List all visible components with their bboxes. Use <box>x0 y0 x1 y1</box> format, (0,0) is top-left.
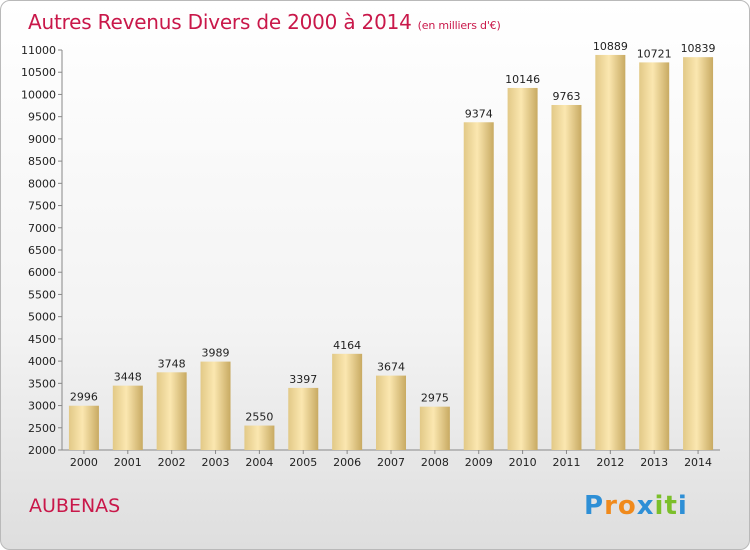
bar-value-label: 10146 <box>505 73 540 86</box>
x-tick-label: 2000 <box>70 456 98 469</box>
x-tick-label: 2002 <box>158 456 186 469</box>
x-tick-label: 2008 <box>421 456 449 469</box>
logo-letter: x <box>636 491 655 521</box>
bar-value-label: 2996 <box>70 391 98 404</box>
y-tick-label: 8500 <box>28 155 56 168</box>
bar-value-label: 2550 <box>245 411 273 424</box>
x-tick-label: 2010 <box>509 456 537 469</box>
y-tick-label: 6000 <box>28 266 56 279</box>
bar <box>156 372 187 450</box>
bar <box>244 425 275 450</box>
y-tick-label: 3500 <box>28 377 56 390</box>
y-tick-label: 5000 <box>28 311 56 324</box>
city-label: AUBENAS <box>29 495 121 517</box>
chart-subtitle: (en milliers d'€) <box>417 19 501 32</box>
bar <box>68 405 99 450</box>
x-tick-label: 2005 <box>289 456 317 469</box>
bar <box>376 375 406 450</box>
bar <box>200 361 231 450</box>
x-tick-label: 2007 <box>377 456 405 469</box>
logo-letter: r <box>604 491 618 521</box>
bar <box>595 54 626 450</box>
bar <box>112 385 143 450</box>
x-tick-label: 2012 <box>596 456 624 469</box>
y-tick-label: 4500 <box>28 333 56 346</box>
y-tick-label: 9500 <box>28 111 56 124</box>
bar <box>463 122 494 451</box>
y-tick-label: 11000 <box>21 44 56 57</box>
x-tick-label: 2004 <box>245 456 273 469</box>
bars: 2996 3448 3748 3989 2550 3397 4164 3674 2975 9374… <box>68 40 716 451</box>
y-tick-label: 2500 <box>28 422 56 435</box>
y-tick-label: 7500 <box>28 200 56 213</box>
y-tick-label: 7000 <box>28 222 56 235</box>
bar <box>683 57 714 451</box>
bar-value-label: 3397 <box>289 373 317 386</box>
logo-letter: P <box>584 491 605 521</box>
logo-letter: o <box>617 491 637 521</box>
bar-value-label: 10721 <box>637 47 672 60</box>
bar-value-label: 10839 <box>681 42 716 55</box>
bar <box>551 104 582 450</box>
x-tick-label: 2006 <box>333 456 361 469</box>
chart-title: Autres Revenus Divers de 2000 à 2014 (en … <box>28 10 501 34</box>
axes: 2000 2500 3000 3500 4000 4500 5000 5500 6000 6500… <box>21 44 720 469</box>
y-tick-label: 6500 <box>28 244 56 257</box>
logo-letter: t <box>664 491 678 521</box>
bar <box>332 353 363 450</box>
bar-value-label: 9374 <box>465 107 493 120</box>
bar-value-label: 3674 <box>377 361 405 374</box>
x-tick-label: 2013 <box>640 456 668 469</box>
bar-value-label: 4164 <box>333 339 361 352</box>
bar-value-label: 10889 <box>593 40 628 53</box>
bar-value-label: 3448 <box>114 371 142 384</box>
x-tick-label: 2009 <box>465 456 493 469</box>
x-tick-label: 2001 <box>114 456 142 469</box>
y-tick-label: 9000 <box>28 133 56 146</box>
y-tick-label: 2000 <box>28 444 56 457</box>
y-tick-label: 10000 <box>21 88 56 101</box>
bar <box>288 387 319 450</box>
logo-letter: i <box>677 491 688 521</box>
y-tick-label: 10500 <box>21 66 56 79</box>
bar <box>507 87 538 450</box>
bar <box>419 406 450 450</box>
proxiti-logo: Proxiti <box>584 491 688 521</box>
y-tick-label: 8000 <box>28 177 56 190</box>
bar-value-label: 3748 <box>158 357 186 370</box>
y-tick-label: 4000 <box>28 355 56 368</box>
bar-value-label: 9763 <box>552 90 580 103</box>
x-tick-label: 2011 <box>552 456 580 469</box>
y-tick-label: 5500 <box>28 288 56 301</box>
x-tick-label: 2014 <box>684 456 712 469</box>
logo-letter: i <box>654 491 665 521</box>
x-tick-label: 2003 <box>202 456 230 469</box>
bar <box>639 62 670 451</box>
bar-value-label: 3989 <box>202 347 230 360</box>
y-tick-label: 3000 <box>28 400 56 413</box>
bar-value-label: 2975 <box>421 392 449 405</box>
